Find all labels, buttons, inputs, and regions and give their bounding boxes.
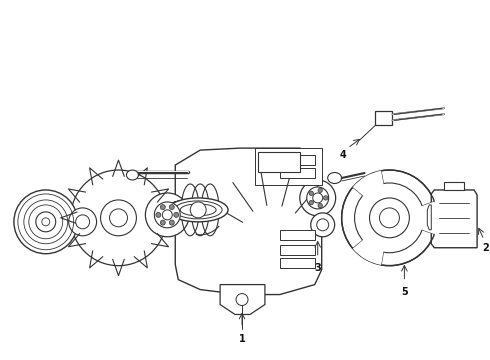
- Circle shape: [236, 293, 248, 306]
- Text: 4: 4: [339, 150, 346, 160]
- Ellipse shape: [168, 198, 228, 222]
- Polygon shape: [431, 190, 477, 248]
- Circle shape: [309, 201, 314, 205]
- Circle shape: [369, 198, 409, 238]
- Circle shape: [311, 213, 335, 237]
- Circle shape: [169, 204, 174, 210]
- Wedge shape: [353, 237, 384, 265]
- Circle shape: [154, 202, 180, 228]
- Polygon shape: [375, 111, 392, 125]
- Circle shape: [162, 210, 172, 220]
- Polygon shape: [175, 148, 322, 294]
- Polygon shape: [280, 155, 315, 165]
- Circle shape: [355, 183, 424, 253]
- Polygon shape: [427, 205, 431, 230]
- Wedge shape: [353, 171, 384, 199]
- Circle shape: [156, 212, 161, 217]
- Circle shape: [169, 220, 174, 225]
- Circle shape: [160, 220, 165, 225]
- Wedge shape: [417, 202, 437, 234]
- Text: 2: 2: [483, 243, 490, 253]
- Circle shape: [75, 215, 90, 229]
- Text: 1: 1: [239, 334, 245, 345]
- Circle shape: [42, 218, 50, 226]
- Circle shape: [318, 188, 322, 193]
- Circle shape: [146, 193, 189, 237]
- Circle shape: [36, 212, 56, 232]
- Circle shape: [379, 208, 399, 228]
- Circle shape: [307, 187, 329, 209]
- Circle shape: [174, 212, 179, 217]
- Circle shape: [71, 170, 166, 266]
- Text: 3: 3: [315, 263, 321, 273]
- Circle shape: [309, 191, 314, 195]
- Circle shape: [69, 208, 97, 236]
- Polygon shape: [280, 168, 315, 178]
- Polygon shape: [280, 245, 315, 255]
- Polygon shape: [444, 182, 464, 190]
- Polygon shape: [220, 285, 265, 315]
- Circle shape: [14, 190, 77, 254]
- Circle shape: [342, 170, 437, 266]
- Ellipse shape: [126, 170, 138, 180]
- Circle shape: [323, 196, 328, 200]
- Polygon shape: [255, 148, 322, 185]
- Circle shape: [190, 202, 206, 218]
- Polygon shape: [258, 152, 300, 172]
- Circle shape: [313, 193, 323, 203]
- Circle shape: [100, 200, 136, 236]
- Text: 5: 5: [401, 287, 408, 297]
- Circle shape: [160, 204, 165, 210]
- Circle shape: [317, 219, 329, 231]
- Polygon shape: [280, 230, 315, 240]
- Polygon shape: [280, 258, 315, 268]
- Ellipse shape: [328, 172, 342, 184]
- Circle shape: [300, 180, 336, 216]
- Circle shape: [318, 203, 322, 208]
- Circle shape: [110, 209, 127, 227]
